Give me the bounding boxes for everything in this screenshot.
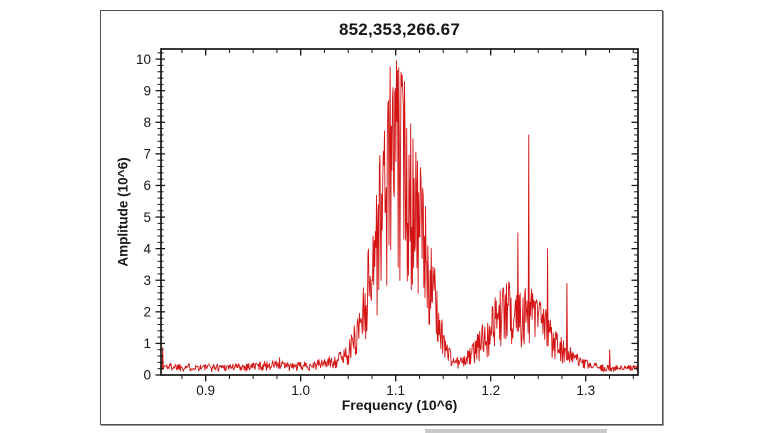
x-tick-label: 1.3 bbox=[576, 383, 595, 398]
x-axis-title: Frequency (10^6) bbox=[341, 397, 458, 413]
y-tick-label: 8 bbox=[143, 115, 151, 130]
spectrum-plot: 0.9 1.0 1.1 1.2 1.3 0 1 2 3 4 5 6 7 8 9 10 bbox=[136, 48, 639, 398]
x-tick-label: 1.0 bbox=[291, 383, 310, 398]
x-tick-label: 1.2 bbox=[481, 383, 500, 398]
x-tick-label: 1.1 bbox=[386, 383, 405, 398]
chart-window: 852,353,266.67 Amplitude (10^6) Frequenc… bbox=[100, 10, 663, 425]
spectrum-trace bbox=[160, 60, 639, 373]
y-tick-label: 1 bbox=[143, 336, 151, 351]
y-tick-label: 10 bbox=[136, 52, 151, 67]
x-tick-label: 0.9 bbox=[196, 383, 215, 398]
page-scrollbar-fragment bbox=[425, 429, 607, 433]
y-tick-label: 4 bbox=[143, 241, 151, 256]
y-tick-label: 0 bbox=[143, 368, 151, 383]
y-tick-label: 9 bbox=[143, 83, 151, 98]
chart-title: 852,353,266.67 bbox=[339, 20, 460, 39]
y-tick-label: 5 bbox=[143, 210, 151, 225]
y-tick-label: 6 bbox=[143, 178, 151, 193]
y-tick-label: 3 bbox=[143, 273, 151, 288]
y-tick-label: 7 bbox=[143, 147, 151, 162]
y-tick-label: 2 bbox=[143, 305, 151, 320]
plot-frame bbox=[160, 48, 639, 376]
